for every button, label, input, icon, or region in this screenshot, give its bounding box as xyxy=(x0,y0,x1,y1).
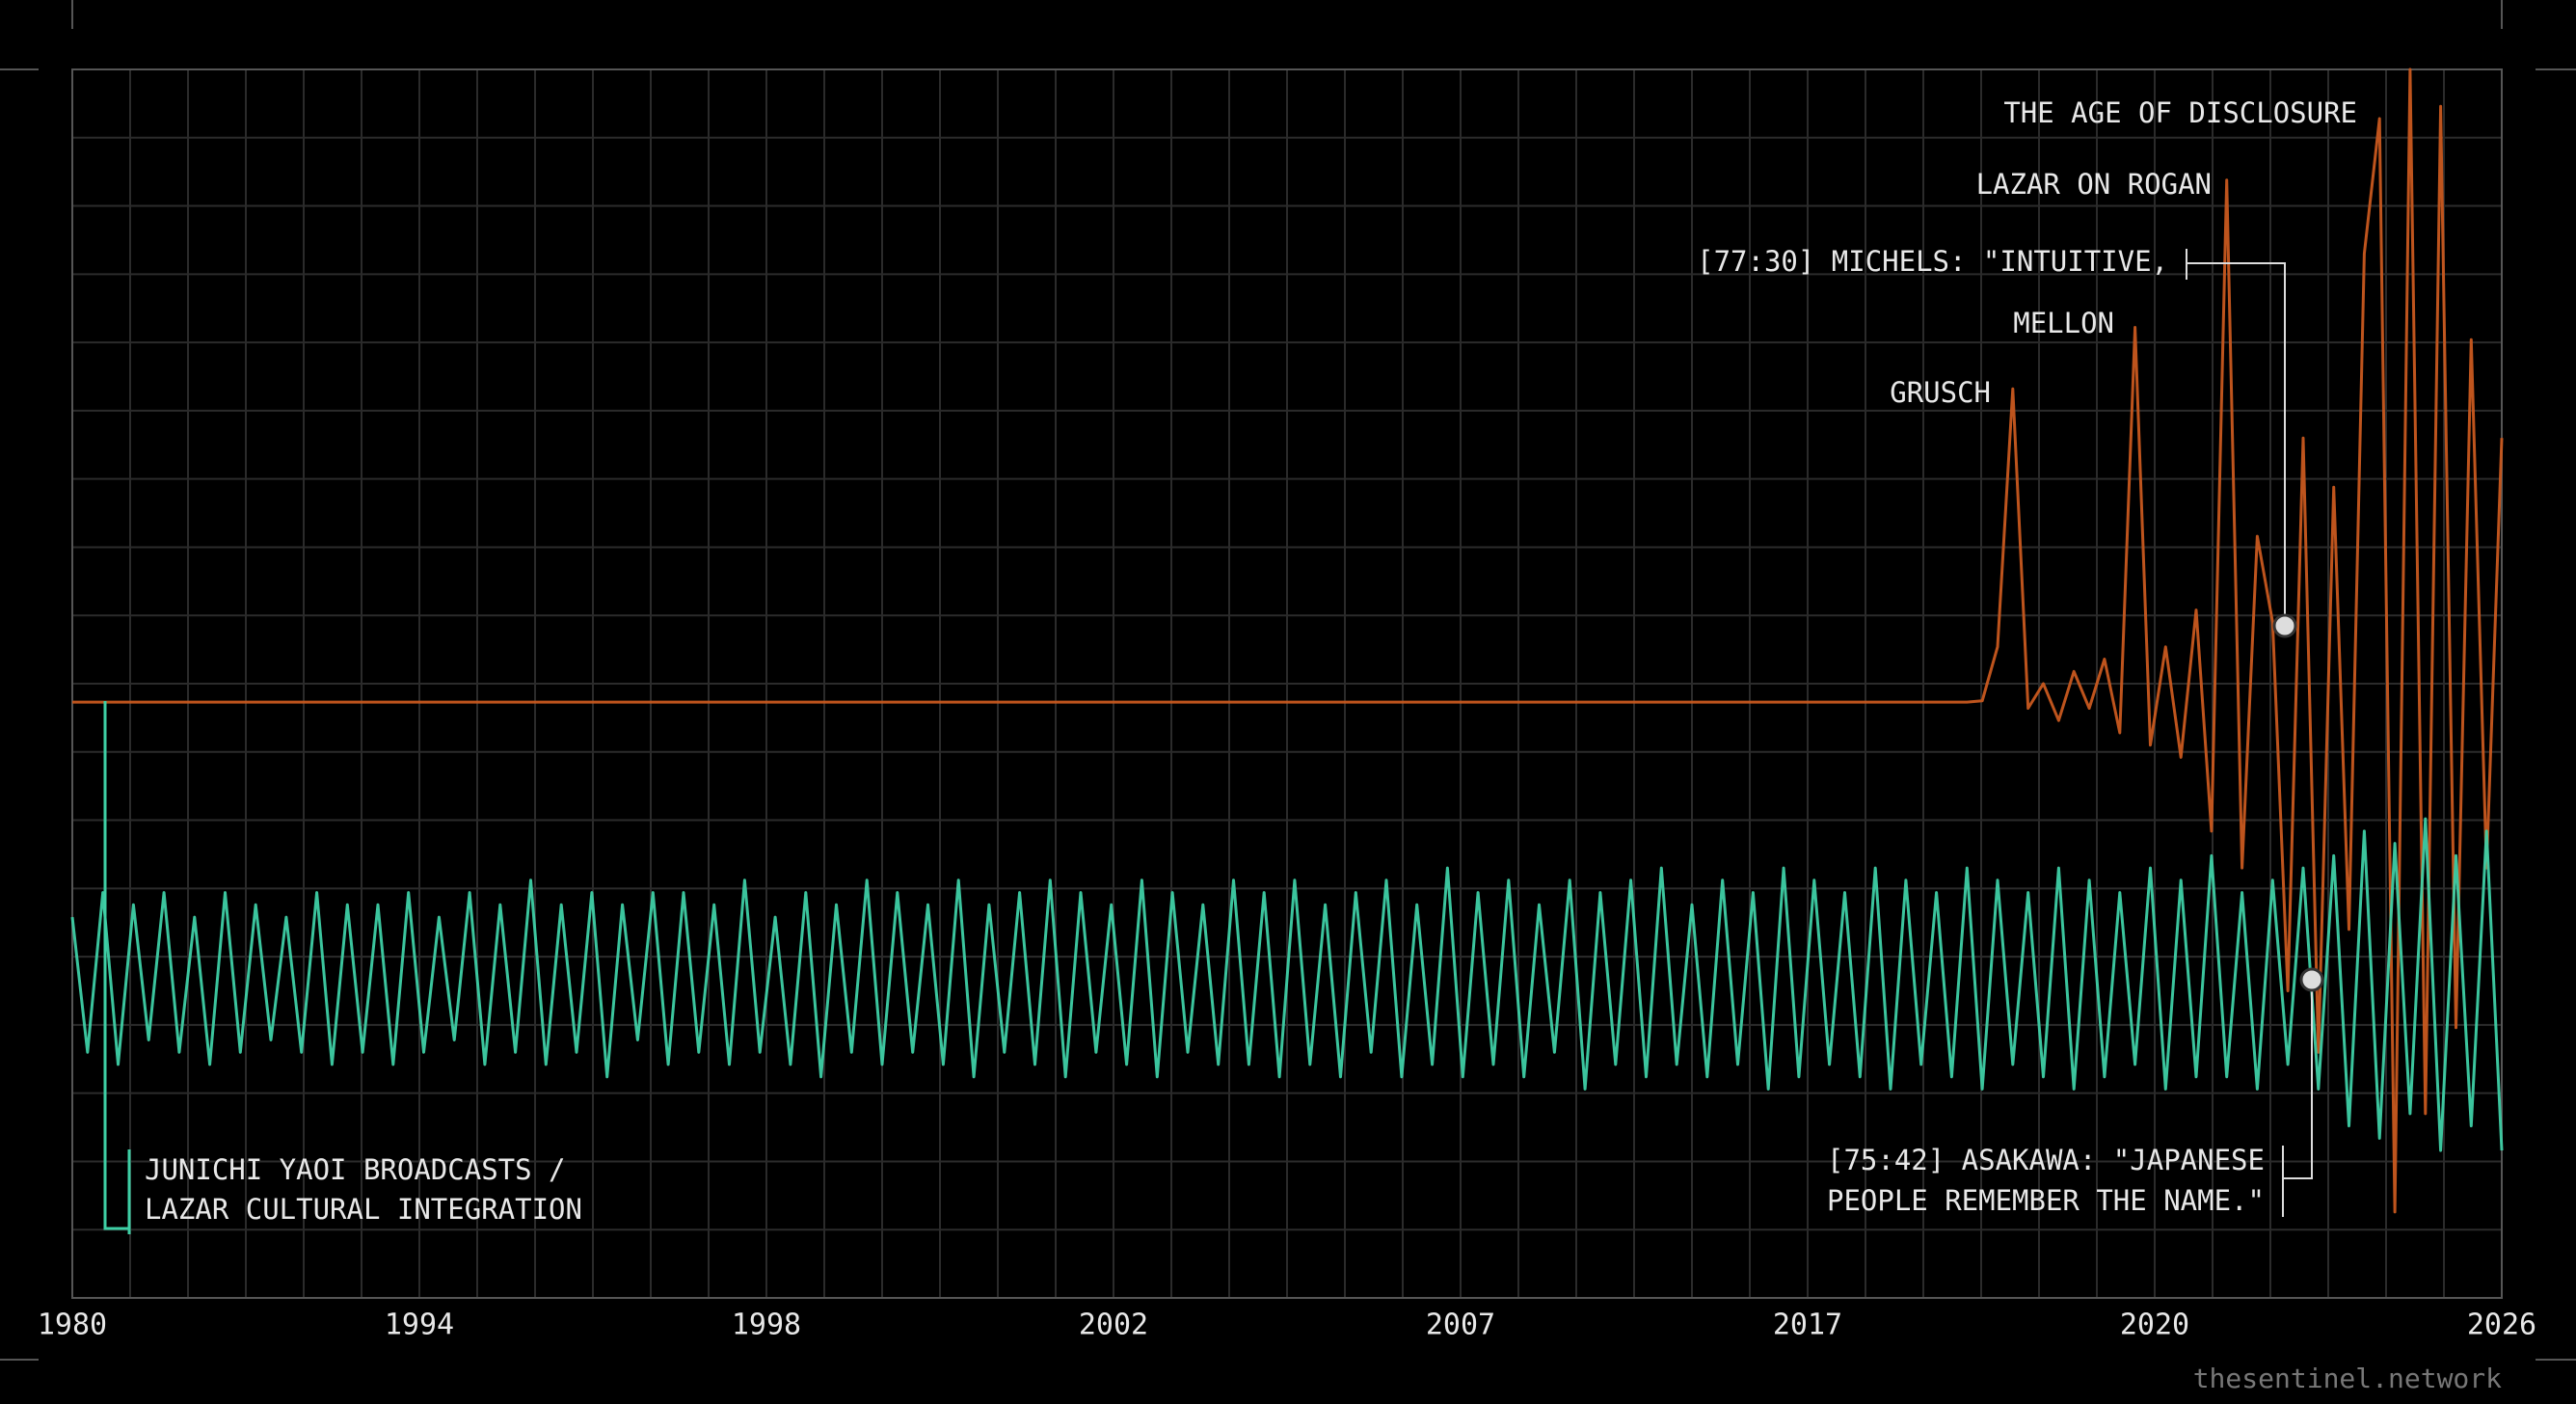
x-tick-label: 2017 xyxy=(1773,1309,1842,1342)
annotation: [75:42] ASAKAWA: "JAPANESE xyxy=(1827,1144,2265,1176)
series-line xyxy=(72,68,2504,1214)
x-tick-label: 2002 xyxy=(1079,1309,1148,1342)
leader-line xyxy=(2187,262,2286,617)
annotation: LAZAR CULTURAL INTEGRATION xyxy=(145,1193,582,1226)
grid xyxy=(72,69,2502,1298)
annotation: MELLON xyxy=(2013,307,2114,339)
series-line xyxy=(70,817,2504,1152)
x-tick-label: 2020 xyxy=(2120,1309,2189,1342)
annotation: GRUSCH xyxy=(1890,376,1991,409)
annotation-dot xyxy=(2299,967,2324,992)
annotation: JUNICHI YAOI BROADCASTS / xyxy=(145,1153,566,1186)
x-tick-label: 1998 xyxy=(732,1309,801,1342)
plot-frame xyxy=(71,68,2503,1299)
annotation: PEOPLE REMEMBER THE NAME." xyxy=(1827,1184,2265,1217)
annotations: THE AGE OF DISCLOSURE LAZAR ON ROGAN [77… xyxy=(103,96,2357,1234)
annotation: LAZAR ON ROGAN xyxy=(1976,168,2212,201)
leader-line xyxy=(2283,989,2313,1179)
watermark: thesentinel.network xyxy=(2193,1363,2502,1394)
x-tick-label: 1980 xyxy=(38,1309,107,1342)
x-tick-label: 1994 xyxy=(385,1309,454,1342)
corner-marks xyxy=(0,0,2576,1361)
leader-line xyxy=(103,701,129,1230)
x-tick-label: 2007 xyxy=(1426,1309,1495,1342)
annotation: THE AGE OF DISCLOSURE xyxy=(2003,96,2357,129)
annotation: [77:30] MICHELS: "INTUITIVE, xyxy=(1697,245,2168,278)
lines xyxy=(70,68,2504,1214)
annotation-dot xyxy=(2272,613,2297,638)
x-tick-label: 2026 xyxy=(2467,1309,2536,1342)
